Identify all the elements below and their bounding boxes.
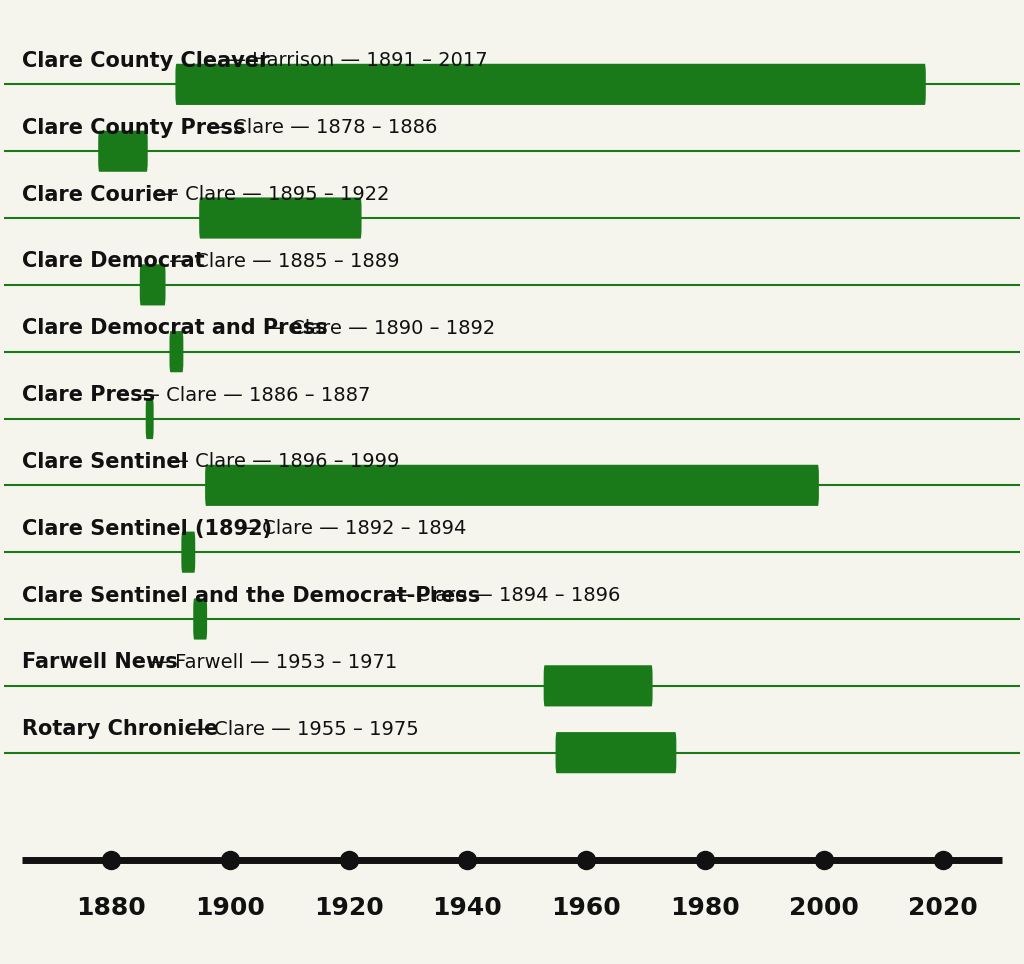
Text: 1900: 1900 [195, 897, 265, 921]
Text: Clare Sentinel and the Democrat-Press: Clare Sentinel and the Democrat-Press [22, 585, 480, 605]
FancyBboxPatch shape [175, 64, 926, 105]
Text: 2020: 2020 [907, 897, 978, 921]
Text: Clare Democrat and Press: Clare Democrat and Press [22, 318, 328, 338]
Text: Clare Press: Clare Press [22, 386, 155, 405]
FancyBboxPatch shape [556, 732, 676, 773]
Text: — Clare — 1955 – 1975: — Clare — 1955 – 1975 [182, 720, 419, 738]
Text: — Clare — 1894 – 1896: — Clare — 1894 – 1896 [384, 586, 621, 605]
Text: 1960: 1960 [551, 897, 622, 921]
Text: 2000: 2000 [788, 897, 859, 921]
Text: Clare Sentinel (1892): Clare Sentinel (1892) [22, 519, 272, 539]
Text: — Clare — 1892 – 1894: — Clare — 1892 – 1894 [230, 520, 466, 538]
Text: — Harrison — 1891 – 2017: — Harrison — 1891 – 2017 [220, 51, 488, 70]
Text: — Clare — 1885 – 1889: — Clare — 1885 – 1889 [163, 252, 399, 271]
Text: — Clare — 1886 – 1887: — Clare — 1886 – 1887 [134, 386, 370, 405]
FancyBboxPatch shape [181, 531, 196, 573]
Text: Rotary Chronicle: Rotary Chronicle [22, 719, 218, 739]
FancyBboxPatch shape [98, 130, 147, 172]
Text: Farwell News: Farwell News [22, 653, 178, 673]
FancyBboxPatch shape [170, 331, 183, 372]
Text: Clare Sentinel: Clare Sentinel [22, 452, 187, 472]
Text: Clare Courier: Clare Courier [22, 185, 177, 204]
Text: Clare Democrat: Clare Democrat [22, 252, 205, 272]
Text: 1980: 1980 [670, 897, 740, 921]
Text: Clare County Cleaver: Clare County Cleaver [22, 51, 269, 71]
Text: — Farwell — 1953 – 1971: — Farwell — 1953 – 1971 [143, 653, 397, 672]
FancyBboxPatch shape [140, 264, 166, 306]
FancyBboxPatch shape [194, 599, 207, 639]
Text: Clare County Press: Clare County Press [22, 118, 246, 138]
Text: — Clare — 1890 – 1892: — Clare — 1890 – 1892 [259, 319, 496, 337]
FancyBboxPatch shape [145, 398, 154, 439]
Text: — Clare — 1895 – 1922: — Clare — 1895 – 1922 [153, 185, 389, 204]
Text: 1880: 1880 [76, 897, 146, 921]
Text: 1940: 1940 [432, 897, 503, 921]
FancyBboxPatch shape [200, 198, 361, 239]
Text: — Clare — 1896 – 1999: — Clare — 1896 – 1999 [163, 452, 399, 471]
Text: — Clare — 1878 – 1886: — Clare — 1878 – 1886 [201, 119, 437, 137]
FancyBboxPatch shape [205, 465, 819, 506]
FancyBboxPatch shape [544, 665, 652, 707]
Text: 1920: 1920 [313, 897, 384, 921]
